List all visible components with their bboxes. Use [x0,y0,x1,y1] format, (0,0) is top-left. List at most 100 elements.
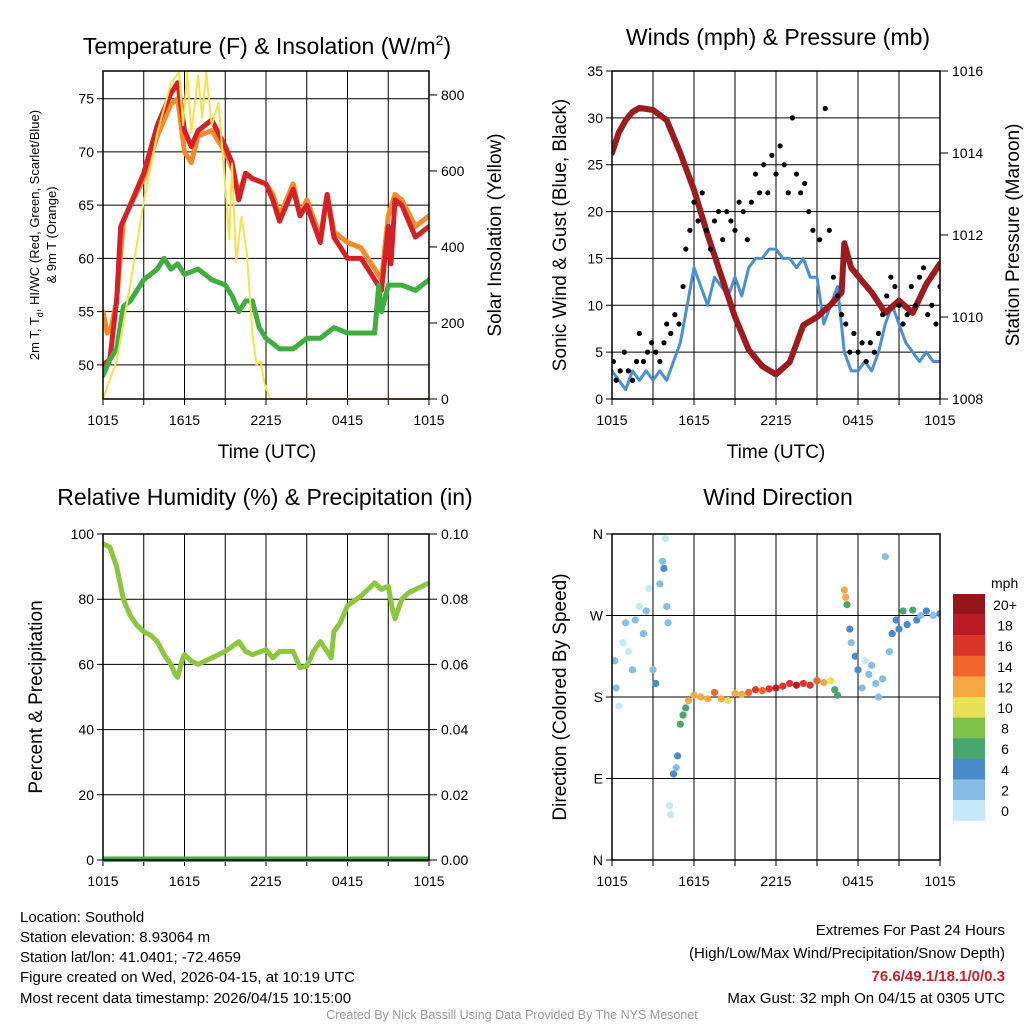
y-tick-label: W [590,608,604,624]
gust-point [621,349,627,355]
colorbar-swatch [953,758,985,780]
temp-y-axis-label-2: & 9m T (Orange) [44,186,59,283]
y-tick-label: 5 [595,344,603,360]
direction-point [667,811,675,819]
extremes-fields: (High/Low/Max Wind/Precipitation/Snow De… [689,945,1005,962]
gust-point [707,246,714,252]
gust-point [765,190,771,196]
y-right-tick-label: 0.08 [441,591,468,607]
y-tick-label: E [594,771,603,787]
colorbar-label: 12 [997,679,1013,695]
direction-point [612,684,620,692]
y-tick-label: 50 [78,357,94,373]
x-tick-label: 2215 [250,412,281,428]
direction-point [772,684,780,692]
direction-point [619,639,627,647]
gust-point [851,330,857,336]
colorbar-swatch [953,655,985,677]
y-tick-label: 60 [78,250,94,266]
rh-panel: 0 20 40 60 80 100 0.00 0.02 0.04 0.06 0.08 0.10 1015… [71,526,469,889]
direction-point [615,702,623,710]
x-tick-label: 1615 [678,412,709,428]
gust-point [625,368,632,374]
x-tick-label: 0415 [842,873,873,889]
gust-point [863,358,869,365]
gust-point [880,312,886,318]
direction-point [936,610,940,618]
gust-point [921,265,927,271]
colorbar-label: 16 [997,638,1013,654]
rh-y-axis-label: Percent & Precipitation [26,600,47,793]
y-tick-label: 100 [71,526,95,542]
gust-point [728,218,734,224]
colorbar-label: 2 [1001,782,1009,798]
gust-point [691,199,697,205]
y-tick-label: 70 [78,144,94,160]
gust-point [699,190,705,196]
x-tick-label: 1615 [678,873,709,889]
gust-point [904,312,910,318]
gust-point [664,321,670,327]
colorbar-swatch [953,717,985,739]
direction-point [858,684,866,692]
pressure-line [612,104,940,378]
wind-series [612,104,940,392]
gust-point [781,162,787,168]
y-right-tick-label: 200 [441,315,465,331]
direction-point [779,682,787,690]
direction-point [843,601,851,609]
direction-point [660,564,668,573]
gust-point [793,171,800,177]
colorbar-swatch [953,800,985,821]
direction-point [628,666,637,674]
gust-point [785,190,791,196]
y-tick-label: 10 [587,297,603,313]
gust-point [847,349,853,355]
y-right-tick-label: 1016 [952,63,983,79]
gust-point [839,312,845,318]
gust-point [703,227,709,233]
gust-point [884,293,890,299]
gust-point [680,283,686,290]
direction-point [847,639,855,647]
gust-point [810,227,816,233]
direction-point [881,553,889,561]
colorbar-swatch [953,697,985,718]
direction-panel: N E S W N 1015 1615 2215 0415 1015 [590,526,956,889]
x-tick-label: 1615 [169,412,200,428]
gust-point [871,349,878,355]
y-right-tick-label: 0.10 [441,526,468,542]
gust-point [822,105,828,112]
colorbar-label: 10 [997,700,1013,716]
x-tick-label: 1015 [87,873,118,889]
direction-point [661,534,669,543]
colorbar-swatch [953,614,985,636]
y-right-tick-label: 0 [441,391,449,407]
y-tick-label: 30 [587,110,603,126]
gust-point [912,302,919,308]
direction-point [888,630,896,638]
y-tick-label: 0 [595,391,603,407]
y-right-tick-label: 0.00 [441,852,468,868]
wind-plot-frame [611,70,941,400]
x-tick-label: 1015 [87,412,118,428]
direction-point [682,704,690,712]
rh-panel-title: Relative Humidity (%) & Precipitation (i… [57,484,472,510]
direction-point [669,770,678,778]
colorbar-label: 20+ [993,597,1017,613]
gust-point [676,321,682,327]
wind-y-axis-label: Sonic Wind & Gust (Blue, Black) [550,99,571,371]
direction-point [745,688,753,697]
gust-point [896,302,902,308]
direction-point [751,686,760,694]
gust-point [826,227,832,233]
y-tick-label: 25 [587,157,603,173]
y-right-tick-label: 0.06 [441,656,468,672]
gust-point [649,340,655,346]
gust-point [644,349,651,355]
direction-point [892,616,900,624]
y-tick-label: 20 [78,787,94,803]
gust-point [736,199,742,205]
